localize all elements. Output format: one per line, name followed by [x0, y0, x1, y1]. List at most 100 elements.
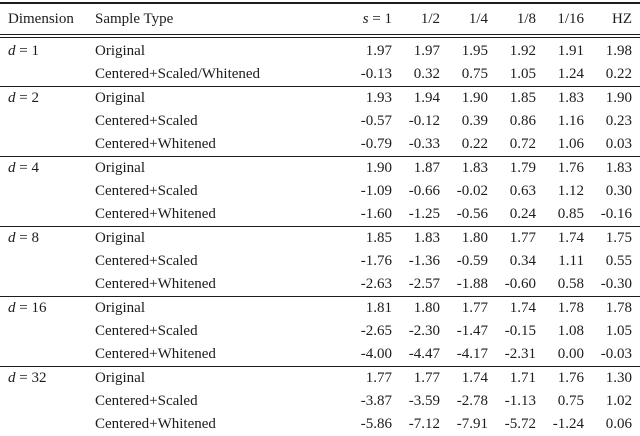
math-var-d: d — [8, 90, 16, 106]
value-cell: -1.09 — [360, 183, 392, 199]
sample-type-cell: Centered+Whitened — [95, 136, 216, 152]
value-cell: 1.74 — [536, 226, 584, 250]
value-cell: 1.74 — [488, 296, 536, 320]
sample-type-cell: Original — [95, 86, 344, 110]
value-cell: 0.75 — [557, 393, 584, 409]
sample-type-cell: Centered+Whitened — [95, 416, 216, 432]
sample-type-cell: Centered+Scaled — [95, 253, 198, 269]
dimension-value: = 4 — [15, 160, 39, 176]
value-cell: 1.80 — [440, 226, 488, 250]
col-header-half: 1/2 — [392, 3, 440, 38]
table-body: d = 1 Original 1.97 1.97 1.95 1.92 1.91 1.98 Cen… — [0, 36, 640, 436]
value-cell: 0.39 — [461, 113, 488, 129]
table-row: Centered+Scaled -2.65 -2.30 -1.47 -0.15 1.08 1… — [0, 320, 640, 343]
value-cell: 1.71 — [488, 366, 536, 390]
dimension-cell — [0, 203, 95, 227]
value-cell: 1.08 — [557, 323, 584, 339]
value-cell: 0.22 — [605, 66, 632, 82]
table-row: d = 4 Original 1.90 1.87 1.83 1.79 1.76 1.83 — [0, 156, 640, 180]
value-cell: 1.78 — [584, 296, 640, 320]
sample-type-cell: Original — [95, 43, 145, 59]
dimension-value: = 16 — [15, 300, 47, 316]
dimension-value: = 1 — [15, 43, 39, 59]
value-cell: 1.80 — [392, 296, 440, 320]
value-cell: 1.92 — [509, 43, 536, 59]
math-var-s: s — [362, 11, 369, 27]
value-cell: -1.24 — [552, 416, 584, 432]
sample-type-cell: Centered+Whitened — [95, 206, 216, 222]
value-cell: 1.24 — [557, 66, 584, 82]
value-cell: 1.78 — [536, 296, 584, 320]
col-header-eighth: 1/8 — [488, 3, 536, 38]
value-cell: 0.72 — [509, 136, 536, 152]
dimension-value: = 2 — [15, 90, 39, 106]
value-cell: -1.25 — [408, 206, 440, 222]
math-var-d: d — [8, 160, 16, 176]
value-cell: -5.86 — [360, 416, 392, 432]
value-cell: 1.95 — [461, 43, 488, 59]
value-cell: 0.75 — [461, 66, 488, 82]
dimension-cell: d = 32 — [0, 366, 95, 390]
value-cell: 0.23 — [605, 113, 632, 129]
value-cell: 1.93 — [344, 86, 392, 110]
value-cell: 0.00 — [557, 346, 584, 362]
math-var-d: d — [8, 230, 16, 246]
sample-type-cell: Original — [95, 226, 344, 250]
value-cell: -1.88 — [456, 276, 488, 292]
value-cell: -0.16 — [600, 206, 632, 222]
value-cell: -7.12 — [408, 416, 440, 432]
col-header-hz: HZ — [584, 3, 640, 38]
table-row: Centered+Scaled/Whitened -0.13 0.32 0.75 1.0… — [0, 63, 640, 87]
table-row: Centered+Whitened -2.63 -2.57 -1.88 -0.60 0.5… — [0, 273, 640, 297]
dimension-cell: d = 4 — [0, 156, 95, 180]
dimension-cell: d = 16 — [0, 296, 95, 320]
value-cell: 0.63 — [509, 183, 536, 199]
value-cell: -1.60 — [360, 206, 392, 222]
dimension-cell — [0, 273, 95, 297]
value-cell: -0.30 — [600, 276, 632, 292]
sample-type-cell: Centered+Scaled — [95, 183, 198, 199]
value-cell: 0.34 — [509, 253, 536, 269]
value-cell: 1.85 — [488, 86, 536, 110]
value-cell: 1.98 — [605, 43, 632, 59]
value-cell: 0.24 — [509, 206, 536, 222]
value-cell: -3.87 — [360, 393, 392, 409]
dimension-cell — [0, 110, 95, 133]
dimension-cell — [0, 343, 95, 367]
value-cell: 1.94 — [392, 86, 440, 110]
table-row: d = 16 Original 1.81 1.80 1.77 1.74 1.78 1.78 — [0, 296, 640, 320]
dimension-cell — [0, 133, 95, 157]
sample-type-cell: Original — [95, 366, 344, 390]
table-row: d = 2 Original 1.93 1.94 1.90 1.85 1.83 1.90 — [0, 86, 640, 110]
dimension-cell: d = 1 — [0, 36, 95, 63]
value-cell: -3.59 — [408, 393, 440, 409]
value-cell: 1.97 — [413, 43, 440, 59]
col-header-s1: s = 1 — [344, 3, 392, 38]
dimension-cell — [0, 180, 95, 203]
dimension-cell — [0, 413, 95, 436]
value-cell: 1.02 — [605, 393, 632, 409]
value-cell: -4.47 — [408, 346, 440, 362]
value-cell: -4.17 — [456, 346, 488, 362]
table-row: Centered+Scaled -1.09 -0.66 -0.02 0.63 1.12 0.… — [0, 180, 640, 203]
math-var-d: d — [8, 370, 16, 386]
table-row: Centered+Whitened -0.79 -0.33 0.22 0.72 1.06 0… — [0, 133, 640, 157]
math-var-d: d — [8, 300, 16, 316]
header-row: Dimension Sample Type s = 1 1/2 1/4 1/8 … — [0, 3, 640, 38]
sample-type-cell: Centered+Whitened — [95, 346, 216, 362]
value-cell: -0.57 — [360, 113, 392, 129]
value-cell: 1.75 — [584, 226, 640, 250]
dimension-cell — [0, 63, 95, 87]
value-cell: 0.85 — [557, 206, 584, 222]
math-var-d: d — [8, 43, 16, 59]
sample-type-cell: Original — [95, 296, 344, 320]
value-cell: -2.57 — [408, 276, 440, 292]
table-row: Centered+Scaled -3.87 -3.59 -2.78 -1.13 0.75 1… — [0, 390, 640, 413]
value-cell: 1.06 — [557, 136, 584, 152]
value-cell: 1.77 — [440, 296, 488, 320]
value-cell: 1.76 — [536, 366, 584, 390]
col-header-quarter: 1/4 — [440, 3, 488, 38]
sample-type-cell: Centered+Scaled — [95, 323, 198, 339]
table-row: Centered+Whitened -4.00 -4.47 -4.17 -2.31 0.0… — [0, 343, 640, 367]
